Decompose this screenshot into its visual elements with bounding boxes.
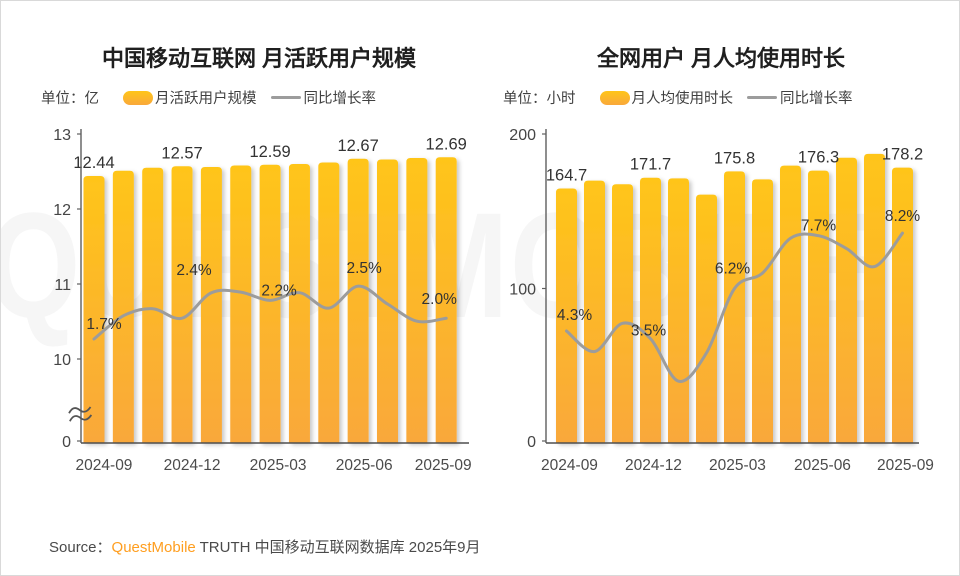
y-tick-label: 13 (53, 127, 71, 144)
bar (259, 164, 281, 443)
mau-bar-line-chart: 12.44 12.57 12.59 12.67 12.69 1.7% 2.4% 2.2% 2.5… (53, 127, 472, 474)
growth-rate-label: 2.0% (422, 291, 458, 308)
bar (435, 157, 457, 443)
x-tick-label: 2024-09 (76, 457, 133, 474)
legend-usage-time: 单位：小时 月人均使用时长 同比增长率 (503, 87, 853, 108)
usage-time-chart-panel: 全网用户 月人均使用时长 单位：小时 月人均使用时长 同比增长率 164.7 17… (501, 1, 941, 481)
legend-mau: 单位：亿 月活跃用户规模 同比增长率 (41, 87, 376, 108)
bar-value-label: 12.59 (249, 143, 290, 161)
growth-rate-label: 4.3% (557, 307, 593, 324)
growth-rate-label: 8.2% (885, 208, 921, 225)
bar (892, 167, 913, 443)
x-tick-label: 2025-06 (794, 457, 851, 474)
line-legend-swatch (270, 96, 301, 99)
bar (347, 158, 369, 443)
line-legend-label: 同比增长率 (780, 91, 853, 107)
chart-title-usage-time: 全网用户 月人均使用时长 (596, 46, 846, 71)
bar-legend-swatch (599, 90, 630, 105)
mau-chart-panel: 中国移动互联网 月活跃用户规模 单位：亿 月活跃用户规模 同比增长率 12.44… (39, 1, 479, 481)
bar-value-label: 171.7 (630, 156, 671, 174)
y-tick-label: 100 (509, 282, 536, 299)
unit-label: 单位：亿 (41, 91, 99, 107)
x-tick-label: 2025-09 (415, 457, 472, 474)
bar-value-label: 12.69 (426, 135, 467, 153)
x-tick-label: 2025-09 (877, 457, 934, 474)
bar (808, 170, 829, 443)
x-tick-label: 2025-03 (250, 457, 307, 474)
growth-rate-line (565, 231, 904, 383)
bar (724, 171, 745, 443)
bar (556, 188, 577, 443)
bar (171, 166, 193, 443)
axis-break-icon (68, 406, 93, 422)
bar-legend-label: 月人均使用时长 (631, 91, 734, 107)
usage-time-bar-line-chart: 164.7 171.7 175.8 176.3 178.2 4.3% 3.5% 6.2% 7.7… (509, 127, 934, 474)
bar (612, 184, 633, 443)
y-tick-label: 10 (53, 352, 71, 369)
bar-value-label: 12.67 (338, 137, 379, 155)
bar (836, 157, 857, 443)
bar-value-label: 178.2 (882, 146, 923, 164)
y-tick-label: 11 (54, 277, 71, 294)
x-tick-label: 2024-12 (164, 457, 221, 474)
bar (142, 167, 164, 443)
bar-value-label: 164.7 (546, 167, 587, 185)
y-tick-label: 200 (509, 127, 536, 144)
unit-label: 单位：小时 (503, 91, 576, 107)
x-tick-label: 2024-12 (625, 457, 682, 474)
bar-value-label: 175.8 (714, 149, 755, 167)
bar (752, 179, 773, 443)
growth-rate-label: 6.2% (715, 261, 751, 278)
growth-rate-label: 2.2% (261, 282, 297, 299)
growth-rate-label: 1.7% (86, 316, 122, 333)
bar-value-label: 12.57 (161, 144, 202, 162)
bar (318, 162, 340, 443)
bar (668, 178, 689, 443)
source-suffix: TRUTH 中国移动互联网数据库 2025年9月 (195, 539, 481, 556)
growth-rate-label: 2.4% (176, 262, 212, 279)
bar (406, 158, 428, 443)
line-legend-swatch (747, 96, 777, 99)
chart-title-mau: 中国移动互联网 月活跃用户规模 (101, 46, 417, 71)
growth-rate-line (92, 284, 448, 341)
source-brand: QuestMobile (111, 539, 196, 556)
y-tick-label: 0 (62, 434, 71, 451)
y-tick-label: 0 (527, 434, 536, 451)
bar (200, 167, 222, 443)
x-tick-label: 2025-03 (709, 457, 766, 474)
growth-rate-label: 3.5% (631, 323, 667, 340)
y-tick-label: 12 (53, 202, 71, 219)
bar (640, 177, 661, 443)
bar-legend-label: 月活跃用户规模 (155, 91, 257, 107)
growth-rate-label: 2.5% (346, 260, 382, 277)
bar-legend-swatch (123, 90, 153, 105)
bar (377, 159, 398, 443)
source-prefix: Source： (49, 539, 112, 556)
bar-value-label: 176.3 (798, 149, 839, 167)
bar (112, 170, 134, 443)
x-tick-label: 2025-06 (336, 457, 393, 474)
bar (288, 164, 310, 443)
bar (230, 165, 252, 443)
bar-series (83, 157, 457, 443)
line-legend-label: 同比增长率 (303, 91, 377, 107)
bar (83, 176, 105, 443)
x-tick-label: 2024-09 (541, 457, 598, 474)
bar (584, 180, 605, 443)
bar-series (556, 153, 913, 444)
source-line: Source：QuestMobile TRUTH 中国移动互联网数据库 2025… (49, 536, 481, 557)
growth-rate-label: 7.7% (801, 218, 837, 235)
bar (696, 194, 717, 443)
bar-value-label: 12.44 (73, 154, 114, 172)
bar (864, 153, 885, 444)
bar (780, 165, 801, 444)
